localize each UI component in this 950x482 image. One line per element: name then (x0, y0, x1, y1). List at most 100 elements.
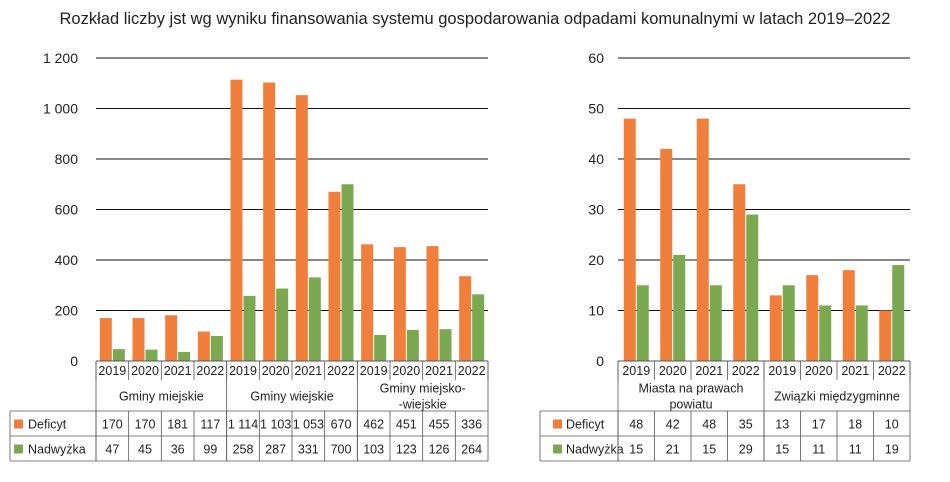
y-tick-label: 0 (70, 353, 78, 369)
y-tick-label: 0 (596, 353, 604, 369)
bar-nadwyzka (819, 305, 832, 361)
legend-label-nadwyzka: Nadwyżka (566, 443, 624, 457)
year-label: 2021 (841, 364, 869, 378)
bar-deficyt (132, 318, 145, 361)
year-label: 2020 (805, 364, 833, 378)
year-label: 2021 (425, 364, 453, 378)
data-label: 48 (702, 418, 716, 432)
data-label: 287 (265, 443, 286, 457)
bar-nadwyzka (374, 334, 387, 361)
year-label: 2019 (622, 364, 650, 378)
bar-deficyt (806, 275, 819, 361)
legend-label-nadwyzka: Nadwyżka (28, 443, 86, 457)
year-label: 2022 (196, 364, 224, 378)
data-label: 15 (629, 443, 643, 457)
bar-nadwyzka (746, 214, 759, 361)
data-label: 17 (812, 418, 826, 432)
year-label: 2022 (732, 364, 760, 378)
group-label: Gminy miejsko- (380, 382, 466, 396)
group-label: powiatu (669, 398, 712, 412)
year-label: 2021 (294, 364, 322, 378)
data-label: 258 (233, 443, 254, 457)
data-label: 170 (102, 418, 123, 432)
y-tick-label: 400 (55, 252, 79, 268)
data-label: 1 103 (260, 418, 291, 432)
year-label: 2019 (229, 364, 257, 378)
bar-deficyt (733, 184, 746, 361)
bar-nadwyzka (782, 285, 795, 361)
data-label: 36 (171, 443, 185, 457)
year-label: 2020 (131, 364, 159, 378)
bar-nadwyzka (243, 295, 256, 361)
bar-nadwyzka (308, 277, 321, 361)
legend-swatch-nadwyzka (553, 444, 562, 454)
year-label: 2020 (392, 364, 420, 378)
legend-label-deficyt: Deficyt (28, 418, 67, 432)
data-label: 18 (848, 418, 862, 432)
data-label: 15 (702, 443, 716, 457)
data-label: 264 (461, 443, 482, 457)
bar-deficyt (459, 276, 472, 361)
bar-nadwyzka (472, 294, 485, 361)
data-label: 181 (167, 418, 188, 432)
data-label: 10 (885, 418, 899, 432)
chart-title: Rozkład liczby jst wg wyniku finansowani… (59, 10, 891, 28)
bar-deficyt (879, 310, 892, 361)
bar-deficyt (623, 118, 636, 361)
bar-nadwyzka (892, 265, 905, 361)
bar-nadwyzka (709, 285, 722, 361)
bar-nadwyzka (112, 349, 125, 361)
bar-nadwyzka (341, 184, 354, 361)
group-label: Gminy miejskie (119, 390, 204, 404)
y-tick-label: 1 200 (43, 50, 78, 66)
data-label: 451 (396, 418, 417, 432)
year-label: 2022 (327, 364, 355, 378)
year-label: 2020 (262, 364, 290, 378)
data-label: 29 (739, 443, 753, 457)
data-label: 99 (203, 443, 217, 457)
year-label: 2019 (360, 364, 388, 378)
y-tick-label: 200 (55, 303, 79, 319)
y-tick-label: 40 (588, 151, 604, 167)
bar-nadwyzka (210, 336, 223, 361)
data-label: 670 (331, 418, 352, 432)
legend-label-deficyt: Deficyt (566, 418, 605, 432)
bar-nadwyzka (178, 351, 191, 361)
data-label: 103 (363, 443, 384, 457)
data-label: 700 (331, 443, 352, 457)
bar-deficyt (696, 118, 709, 361)
data-label: 15 (775, 443, 789, 457)
data-label: 123 (396, 443, 417, 457)
year-label: 2022 (878, 364, 906, 378)
group-label: Związki międzygminne (774, 390, 900, 404)
bar-nadwyzka (145, 349, 158, 361)
y-tick-label: 600 (55, 202, 79, 218)
data-label: 462 (363, 418, 384, 432)
legend-swatch-deficyt (553, 419, 562, 429)
data-label: 13 (775, 418, 789, 432)
data-label: 117 (200, 418, 220, 432)
data-label: 35 (739, 418, 753, 432)
bar-deficyt (263, 82, 276, 362)
data-label: 331 (298, 443, 319, 457)
bar-deficyt (165, 315, 178, 361)
data-label: 11 (849, 443, 862, 457)
bar-deficyt (230, 79, 243, 361)
y-tick-label: 50 (588, 101, 604, 117)
bar-deficyt (295, 95, 308, 362)
legend-swatch-nadwyzka (14, 444, 23, 454)
bar-deficyt (197, 331, 210, 361)
data-label: 21 (666, 443, 680, 457)
bar-deficyt (660, 148, 673, 361)
group-label: Gminy wiejskie (250, 390, 333, 404)
y-tick-label: 60 (588, 50, 604, 66)
bar-nadwyzka (673, 254, 686, 361)
year-label: 2022 (458, 364, 486, 378)
bar-deficyt (99, 318, 112, 361)
bar-deficyt (328, 191, 341, 361)
bar-nadwyzka (439, 329, 452, 361)
year-label: 2020 (659, 364, 687, 378)
y-tick-label: 1 000 (43, 101, 78, 117)
